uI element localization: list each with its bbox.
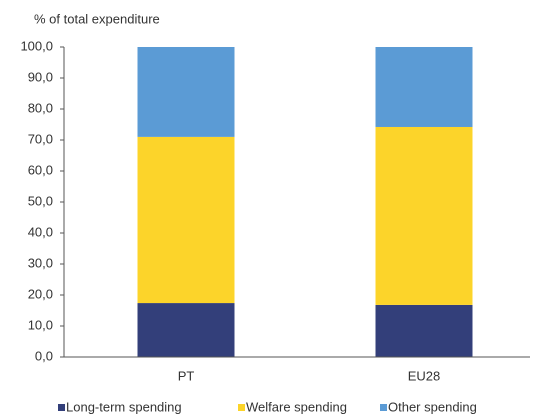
legend-swatch (380, 404, 387, 411)
y-tick-label: 10,0 (28, 317, 53, 332)
bar-segment (137, 303, 235, 357)
y-tick-label: 90,0 (28, 69, 53, 84)
bar-segment (375, 304, 473, 357)
legend-label: Other spending (388, 399, 477, 414)
y-tick-label: 20,0 (28, 286, 53, 301)
legend-label: Long-term spending (66, 399, 182, 414)
y-tick-label: 80,0 (28, 100, 53, 115)
legend-label: Welfare spending (246, 399, 347, 414)
y-tick-label: 100,0 (20, 38, 53, 53)
y-tick-label: 60,0 (28, 162, 53, 177)
y-tick-label: 70,0 (28, 131, 53, 146)
chart-title: % of total expenditure (34, 11, 160, 26)
legend-swatch (58, 404, 65, 411)
x-tick-label: EU28 (408, 368, 441, 383)
y-tick-label: 30,0 (28, 255, 53, 270)
y-tick-label: 40,0 (28, 224, 53, 239)
x-tick-label: PT (178, 368, 195, 383)
bar-segment (375, 47, 473, 127)
legend-swatch (238, 404, 245, 411)
bar-segment (137, 47, 235, 137)
bar-segment (375, 126, 473, 305)
bar-segment (137, 136, 235, 304)
y-tick-label: 0,0 (35, 348, 53, 363)
y-tick-label: 50,0 (28, 193, 53, 208)
